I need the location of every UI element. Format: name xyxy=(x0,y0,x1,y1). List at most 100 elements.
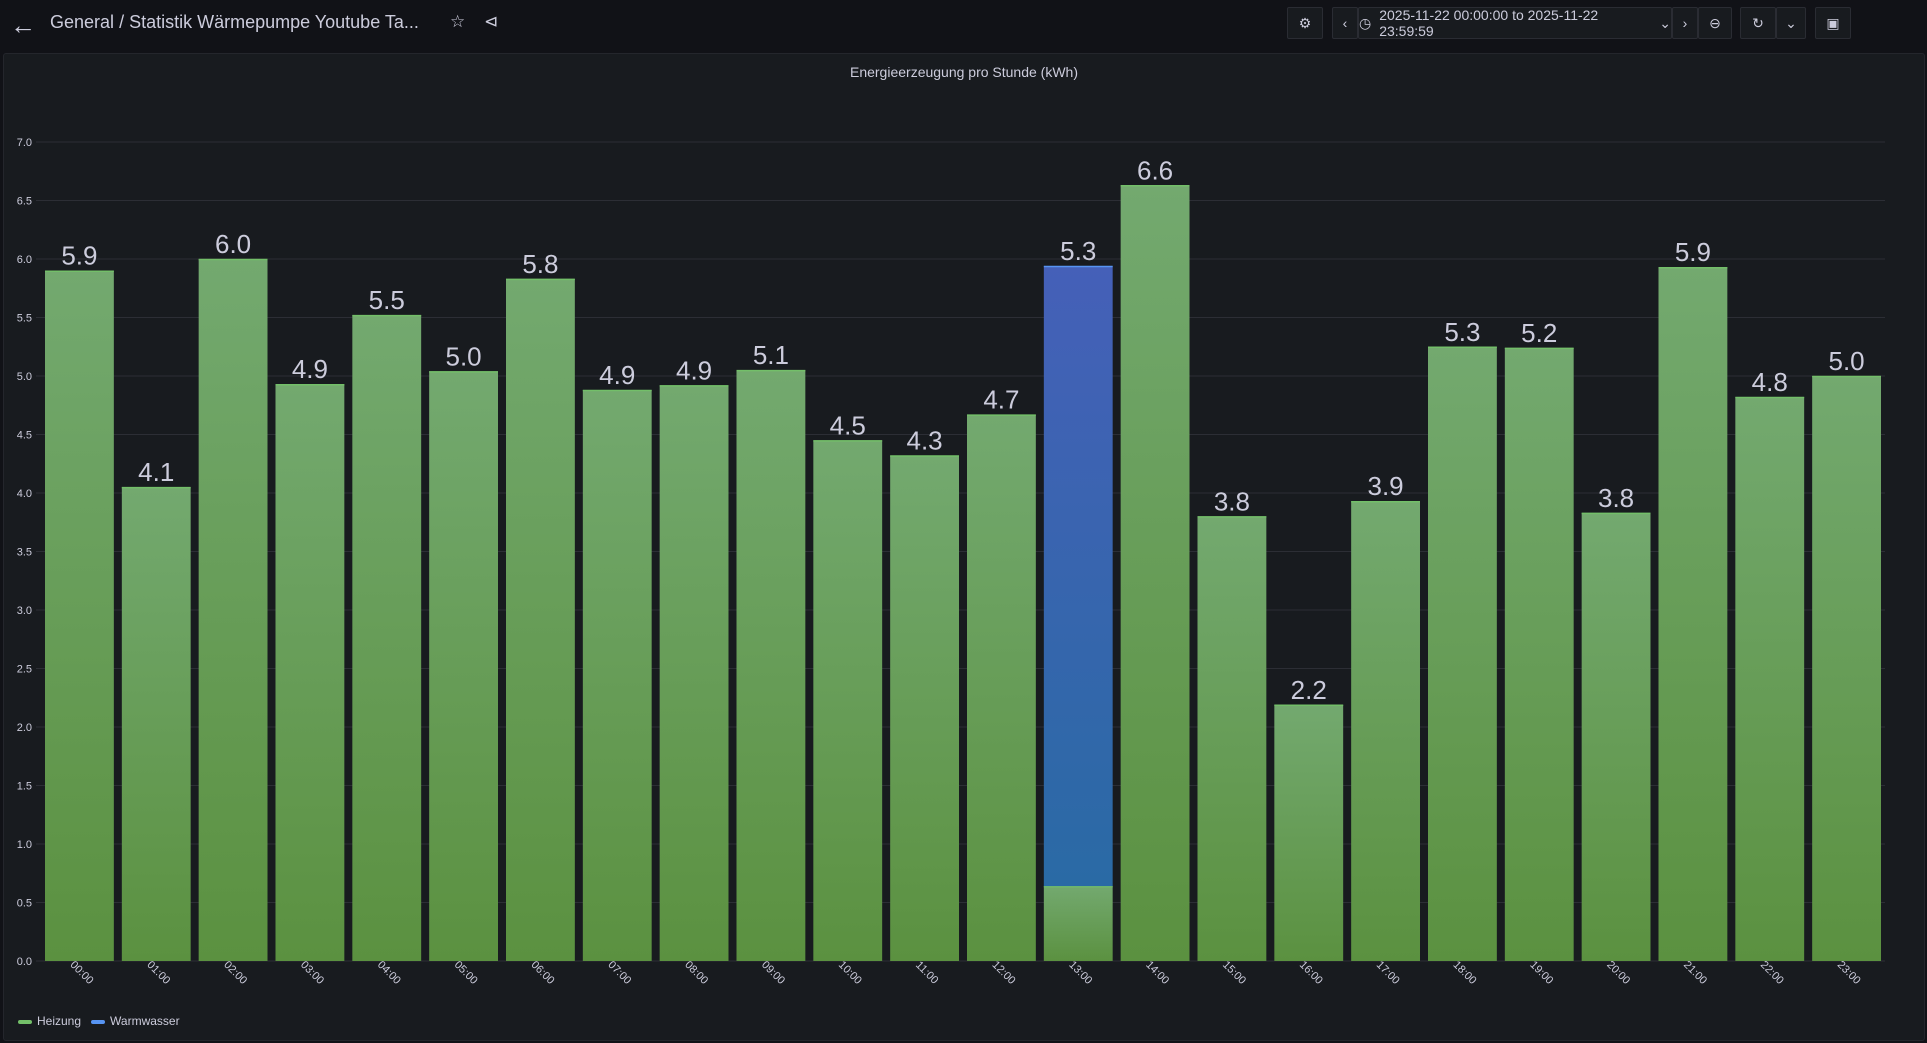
bar-heizung-05:00 xyxy=(429,371,498,961)
y-tick-label: 6.0 xyxy=(17,254,32,266)
data-label: 5.9 xyxy=(61,241,97,271)
settings-button[interactable]: ⚙ xyxy=(1287,7,1323,39)
share-icon[interactable]: ⊲ xyxy=(484,12,499,31)
refresh-button[interactable]: ↻ xyxy=(1740,7,1776,39)
y-tick-label: 4.0 xyxy=(17,488,32,500)
bar-heizung-18:00 xyxy=(1428,346,1497,961)
x-tick-label: 11:00 xyxy=(913,959,940,986)
refresh-interval-dropdown[interactable]: ⌄ xyxy=(1776,7,1806,39)
x-tick-label: 13:00 xyxy=(1066,959,1094,987)
back-arrow-icon[interactable]: ← xyxy=(10,10,36,40)
legend-item-warmwasser[interactable]: Warmwasser xyxy=(91,1014,180,1028)
bar-heizung-01:00 xyxy=(121,487,191,961)
monitor-icon: ▣ xyxy=(1826,14,1840,31)
chart-title: Energieerzeugung pro Stunde (kWh) xyxy=(849,64,1079,80)
x-tick-label: 21:00 xyxy=(1681,959,1709,987)
data-label: 2.2 xyxy=(1291,675,1327,705)
chart-panel: Energieerzeugung pro Stunde (kWh) 0.0 0.5… xyxy=(3,53,1925,1041)
y-tick-label: 7.0 xyxy=(17,137,32,149)
x-tick-label: 18:00 xyxy=(1451,959,1479,987)
tv-mode-button[interactable]: ▣ xyxy=(1815,7,1851,39)
data-label: 4.8 xyxy=(1752,367,1788,397)
y-tick-label: 2.0 xyxy=(17,722,32,734)
y-tick-label: 4.5 xyxy=(17,430,32,442)
bar-heizung-15:00 xyxy=(1197,516,1267,961)
x-tick-label: 06:00 xyxy=(529,959,557,987)
x-tick-label: 19:00 xyxy=(1527,959,1555,987)
dashboard-title: / Statistik Wärmepumpe Youtube Ta... xyxy=(119,12,419,32)
legend-label: Warmwasser xyxy=(110,1014,180,1028)
bar-heizung-10:00 xyxy=(813,440,883,962)
data-label: 3.9 xyxy=(1368,471,1404,501)
data-label: 6.6 xyxy=(1137,155,1173,185)
star-icon[interactable]: ☆ xyxy=(450,12,466,31)
breadcrumb-general[interactable]: General xyxy=(50,12,115,32)
bar-heizung-06:00 xyxy=(506,278,575,961)
data-label: 5.9 xyxy=(1675,237,1711,267)
data-label: 5.1 xyxy=(753,340,789,370)
data-label: 5.0 xyxy=(446,341,482,371)
x-tick-label: 05:00 xyxy=(452,959,480,987)
y-tick-label: 1.5 xyxy=(17,781,32,793)
bar-heizung-04:00 xyxy=(352,315,422,961)
x-tick-label: 07:00 xyxy=(605,959,633,987)
bar-chart: 0.0 0.5 1.0 1.5 2.0 2.5 3.0 3.5 4.0 4.5 5.0 5.5 6.0 6… xyxy=(17,137,1885,987)
data-label: 4.3 xyxy=(907,426,943,456)
zoom-out-button[interactable]: ⊖ xyxy=(1698,7,1732,39)
bar-heizung-11:00 xyxy=(890,455,959,961)
x-tick-label: 08:00 xyxy=(682,959,710,987)
bar-heizung-02:00 xyxy=(198,259,268,961)
data-label: 5.2 xyxy=(1521,318,1557,348)
data-label: 5.3 xyxy=(1444,317,1480,347)
time-range-label: 2025-11-22 00:00:00 to 2025-11-22 23:59:… xyxy=(1379,7,1599,39)
x-tick-label: 01:00 xyxy=(144,959,172,987)
bar-heizung-00:00 xyxy=(45,270,114,961)
bar-heizung-19:00 xyxy=(1504,347,1574,961)
data-label: 5.0 xyxy=(1829,346,1865,376)
y-tick-label: 6.5 xyxy=(17,196,32,208)
data-label: 4.7 xyxy=(983,385,1019,415)
bar-heizung-12:00 xyxy=(967,414,1036,961)
refresh-icon: ↻ xyxy=(1752,14,1764,31)
y-tick-label: 0.5 xyxy=(17,898,32,910)
data-label: 3.8 xyxy=(1598,483,1634,513)
legend-item-heizung[interactable]: Heizung xyxy=(18,1014,81,1028)
data-label: 4.1 xyxy=(138,457,174,487)
y-tick-label: 5.5 xyxy=(17,313,32,325)
y-tick-label: 3.0 xyxy=(17,605,32,617)
bar-heizung-14:00 xyxy=(1120,185,1190,962)
chevron-down-icon: ⌄ xyxy=(1659,14,1671,31)
x-tick-label: 15:00 xyxy=(1220,959,1248,987)
bar-heizung-07:00 xyxy=(582,390,652,961)
time-back-button[interactable]: ‹ xyxy=(1332,7,1358,39)
data-label: 3.8 xyxy=(1214,486,1250,516)
x-tick-label: 10:00 xyxy=(836,959,864,987)
time-forward-button[interactable]: › xyxy=(1672,7,1698,39)
bar-heizung-08:00 xyxy=(659,385,729,961)
x-tick-label: 04:00 xyxy=(375,959,403,987)
data-label: 4.9 xyxy=(292,354,328,384)
data-label: 5.3 xyxy=(1060,236,1096,266)
y-tick-label: 5.0 xyxy=(17,371,32,383)
top-bar: ← General / Statistik Wärmepumpe Youtube… xyxy=(0,0,1927,52)
bar-heizung-23:00 xyxy=(1812,376,1881,961)
legend-swatch xyxy=(91,1019,106,1024)
time-picker[interactable]: ◷ 2025-11-22 00:00:00 to 2025-11-22 23:59… xyxy=(1358,7,1672,39)
data-label: 4.5 xyxy=(830,410,866,440)
data-label: 5.8 xyxy=(522,249,558,279)
y-tick-label: 0.0 xyxy=(17,956,32,968)
chevron-left-icon: ‹ xyxy=(1342,15,1348,31)
x-tick-label: 00:00 xyxy=(68,959,96,987)
x-tick-label: 20:00 xyxy=(1604,959,1632,987)
x-tick-label: 17:00 xyxy=(1374,959,1402,987)
data-label: 6.0 xyxy=(215,229,251,259)
x-tick-label: 14:00 xyxy=(1143,959,1171,987)
clock-icon: ◷ xyxy=(1359,14,1372,31)
bar-heizung-16:00 xyxy=(1274,704,1344,961)
y-tick-label: 3.5 xyxy=(17,547,32,559)
data-label: 4.9 xyxy=(599,360,635,390)
x-tick-label: 12:00 xyxy=(990,959,1018,987)
x-tick-label: 02:00 xyxy=(221,959,249,987)
bar-heizung-09:00 xyxy=(736,370,806,961)
chevron-right-icon: › xyxy=(1682,15,1688,31)
